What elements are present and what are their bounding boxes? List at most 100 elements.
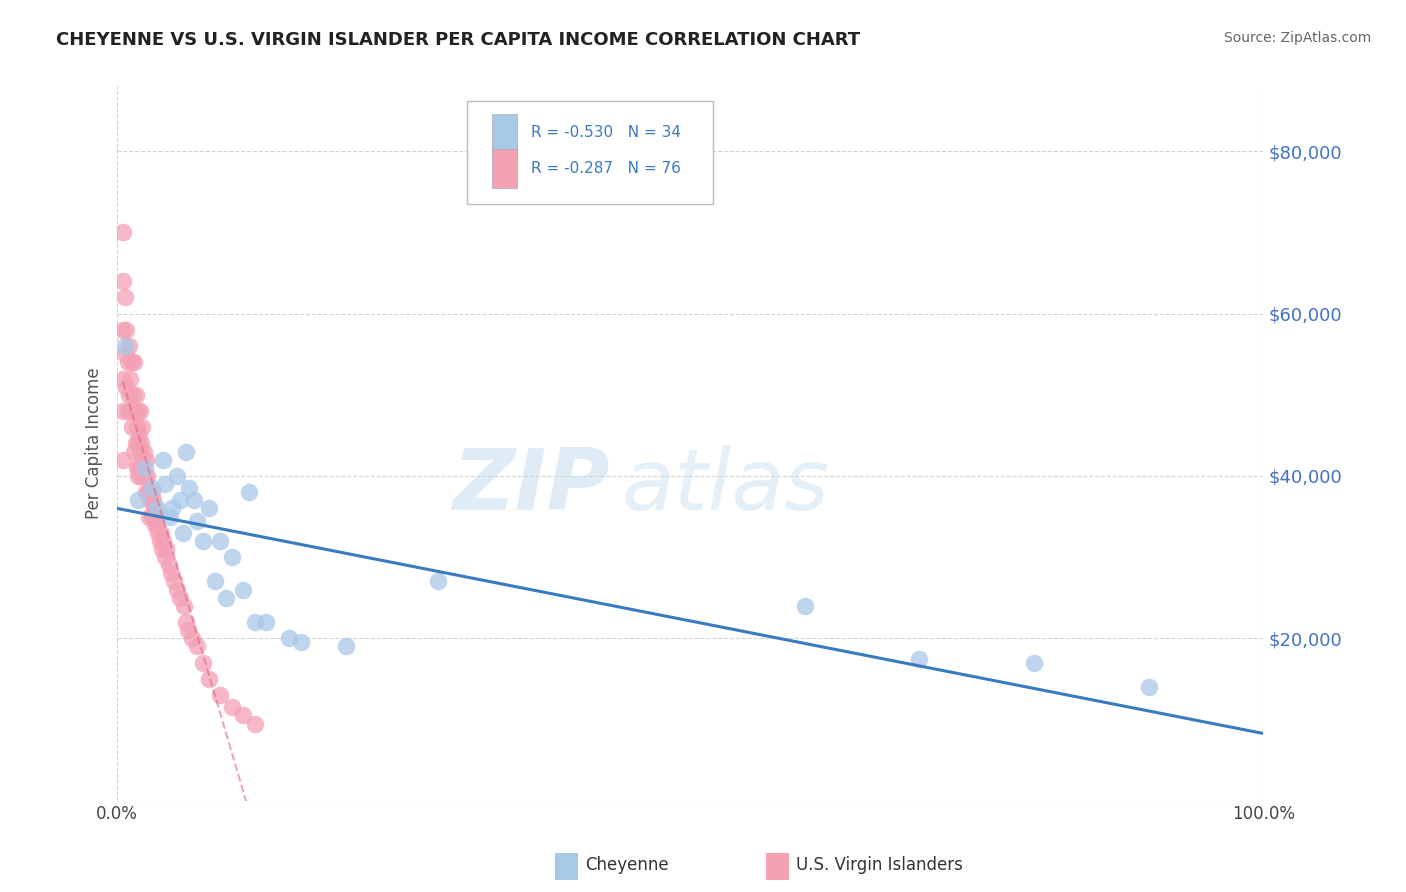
Point bbox=[117, 355, 139, 369]
Text: U.S. Virgin Islanders: U.S. Virgin Islanders bbox=[796, 856, 963, 874]
Point bbox=[129, 436, 152, 450]
Point bbox=[198, 672, 221, 686]
Point bbox=[335, 640, 357, 654]
Point bbox=[132, 444, 155, 458]
Point bbox=[121, 355, 143, 369]
Point bbox=[243, 615, 266, 629]
Point bbox=[129, 469, 152, 483]
Point bbox=[121, 420, 143, 434]
Point bbox=[111, 371, 134, 385]
Point bbox=[163, 574, 186, 589]
Point bbox=[111, 452, 134, 467]
Point bbox=[172, 525, 194, 540]
Point bbox=[243, 716, 266, 731]
Point bbox=[254, 615, 277, 629]
Point bbox=[136, 485, 159, 500]
Point bbox=[128, 460, 150, 475]
Point bbox=[238, 485, 260, 500]
Point bbox=[127, 436, 149, 450]
Point bbox=[1022, 656, 1045, 670]
Point bbox=[142, 493, 165, 508]
Point bbox=[146, 517, 169, 532]
Point bbox=[166, 582, 188, 597]
Point bbox=[155, 550, 177, 565]
Point bbox=[114, 339, 136, 353]
Point bbox=[155, 477, 177, 491]
Point bbox=[134, 460, 156, 475]
Point bbox=[146, 501, 169, 516]
Point bbox=[221, 550, 243, 565]
Point bbox=[160, 501, 183, 516]
Point bbox=[125, 460, 148, 475]
Point bbox=[427, 574, 450, 589]
Point bbox=[135, 452, 157, 467]
Point bbox=[152, 452, 174, 467]
Point bbox=[138, 485, 160, 500]
Point bbox=[129, 404, 152, 418]
Text: atlas: atlas bbox=[621, 445, 830, 528]
Point bbox=[160, 566, 183, 581]
Point bbox=[174, 444, 197, 458]
Point bbox=[127, 469, 149, 483]
Point bbox=[139, 493, 162, 508]
Point bbox=[127, 493, 149, 508]
Point bbox=[152, 533, 174, 548]
Point bbox=[221, 700, 243, 714]
Point bbox=[191, 656, 214, 670]
Point bbox=[155, 541, 177, 556]
Point bbox=[115, 379, 138, 393]
Point bbox=[159, 509, 181, 524]
Point bbox=[177, 623, 200, 637]
Point bbox=[111, 323, 134, 337]
Text: Cheyenne: Cheyenne bbox=[585, 856, 668, 874]
Point bbox=[183, 493, 205, 508]
Point bbox=[117, 388, 139, 402]
Point bbox=[135, 485, 157, 500]
Point bbox=[141, 509, 163, 524]
Point bbox=[111, 226, 134, 240]
Point bbox=[180, 632, 202, 646]
Point bbox=[141, 485, 163, 500]
Point bbox=[793, 599, 815, 613]
Point bbox=[174, 615, 197, 629]
Point bbox=[120, 404, 142, 418]
FancyBboxPatch shape bbox=[492, 149, 517, 188]
Point bbox=[157, 558, 180, 573]
Point bbox=[145, 509, 167, 524]
FancyBboxPatch shape bbox=[467, 101, 713, 204]
Point bbox=[131, 420, 153, 434]
Point bbox=[111, 274, 134, 288]
Point bbox=[114, 290, 136, 304]
Point bbox=[141, 481, 163, 495]
Point bbox=[149, 525, 172, 540]
Point bbox=[115, 323, 138, 337]
Point bbox=[136, 469, 159, 483]
Text: R = -0.287   N = 76: R = -0.287 N = 76 bbox=[531, 161, 681, 176]
Point bbox=[204, 574, 226, 589]
Point bbox=[908, 651, 931, 665]
Point bbox=[131, 452, 153, 467]
Point bbox=[173, 599, 195, 613]
Point bbox=[124, 444, 146, 458]
Point bbox=[186, 640, 208, 654]
Point bbox=[149, 533, 172, 548]
Point bbox=[150, 541, 173, 556]
Point bbox=[232, 582, 254, 597]
Point bbox=[209, 688, 232, 702]
Text: CHEYENNE VS U.S. VIRGIN ISLANDER PER CAPITA INCOME CORRELATION CHART: CHEYENNE VS U.S. VIRGIN ISLANDER PER CAP… bbox=[56, 31, 860, 49]
Point bbox=[117, 339, 139, 353]
Point bbox=[128, 428, 150, 442]
Point bbox=[278, 632, 301, 646]
Point bbox=[124, 355, 146, 369]
Point bbox=[232, 708, 254, 723]
Y-axis label: Per Capita Income: Per Capita Income bbox=[86, 368, 103, 519]
Point bbox=[166, 469, 188, 483]
Point bbox=[122, 388, 145, 402]
Point bbox=[198, 501, 221, 516]
Point bbox=[125, 420, 148, 434]
Point bbox=[179, 481, 201, 495]
Point bbox=[118, 371, 141, 385]
Point bbox=[290, 635, 312, 649]
Point bbox=[148, 525, 170, 540]
Point bbox=[186, 514, 208, 528]
